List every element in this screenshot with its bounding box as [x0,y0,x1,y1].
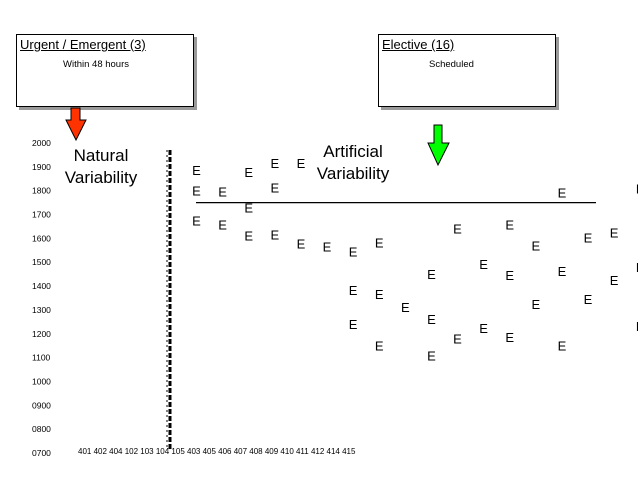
y-tick-label: 2000 [32,138,51,148]
elective-box-title: Elective (16) [382,37,455,52]
block-label: E [453,332,462,347]
urgent-box-subtitle: Within 48 hours [63,59,130,70]
block-label: E [270,227,279,242]
y-tick-label: 0700 [32,448,51,458]
block-label: E [192,214,201,229]
y-tick-label: 1100 [32,353,51,363]
block-label: E [427,267,436,282]
block-label: E [192,184,201,199]
block-label: E [375,235,384,250]
block-label: E [636,260,638,275]
block-label: E [453,221,462,236]
block-label: E [505,217,514,232]
urgent-box-title: Urgent / Emergent (3) [20,37,146,52]
block-label: E [375,287,384,302]
artificial-variability-line1: Artificial [323,142,383,161]
natural-variability-label: Natural Variability [56,145,146,189]
block-label: E [349,283,358,298]
block-label: E [349,244,358,259]
y-tick-label: 1600 [32,233,51,243]
y-tick-label: 1900 [32,162,51,172]
block-label: E [192,163,201,178]
elective-arrow-icon [427,124,450,167]
block-label: E [610,273,619,288]
y-tick-label: 1700 [32,210,51,220]
block-label: E [584,230,593,245]
block-label: E [505,330,514,345]
y-tick-label: 1800 [32,186,51,196]
y-tick-label: 0900 [32,400,51,410]
elective-box: Elective (16) Scheduled [378,34,556,107]
natural-variability-line1: Natural [73,146,129,165]
urgent-emergent-box: Urgent / Emergent (3) Within 48 hours [16,34,194,107]
block-label: E [531,238,540,253]
block-label: E [479,257,488,272]
block-label: E [323,239,332,254]
block-label: E [270,156,279,171]
y-tick-label: 1200 [32,329,51,339]
block-label: E [244,228,253,243]
artificial-variability-label: Artificial Variability [303,141,403,185]
urgent-arrow-icon [65,107,87,142]
block-label: E [531,297,540,312]
block-label: E [584,292,593,307]
y-tick-label: 0800 [32,424,51,434]
x-axis-labels: 401 402 404 102 103 104 105 403 405 406 … [78,447,356,456]
block-label: E [558,264,567,279]
block-label: E [244,165,253,180]
y-tick-label: 1300 [32,305,51,315]
block-label: E [270,181,279,196]
block-label: E [636,319,638,334]
block-label: E [427,312,436,327]
block-label: E [636,182,638,197]
block-label: E [505,268,514,283]
artificial-variability-line2: Variability [316,164,390,183]
block-label: E [297,156,306,171]
block-label: E [479,321,488,336]
block-label: E [218,217,227,232]
block-label: E [349,317,358,332]
block-label: E [375,339,384,354]
block-label: E [218,185,227,200]
block-label: E [401,300,410,315]
y-tick-label: 1500 [32,257,51,267]
elective-box-subtitle: Scheduled [429,59,474,70]
natural-variability-line2: Variability [64,168,138,187]
block-label: E [244,201,253,216]
block-label: E [558,186,567,201]
block-label: E [427,349,436,364]
y-tick-label: 1000 [32,376,51,386]
block-label: E [558,339,567,354]
block-label: E [610,225,619,240]
block-label: E [297,236,306,251]
y-tick-label: 1400 [32,281,51,291]
